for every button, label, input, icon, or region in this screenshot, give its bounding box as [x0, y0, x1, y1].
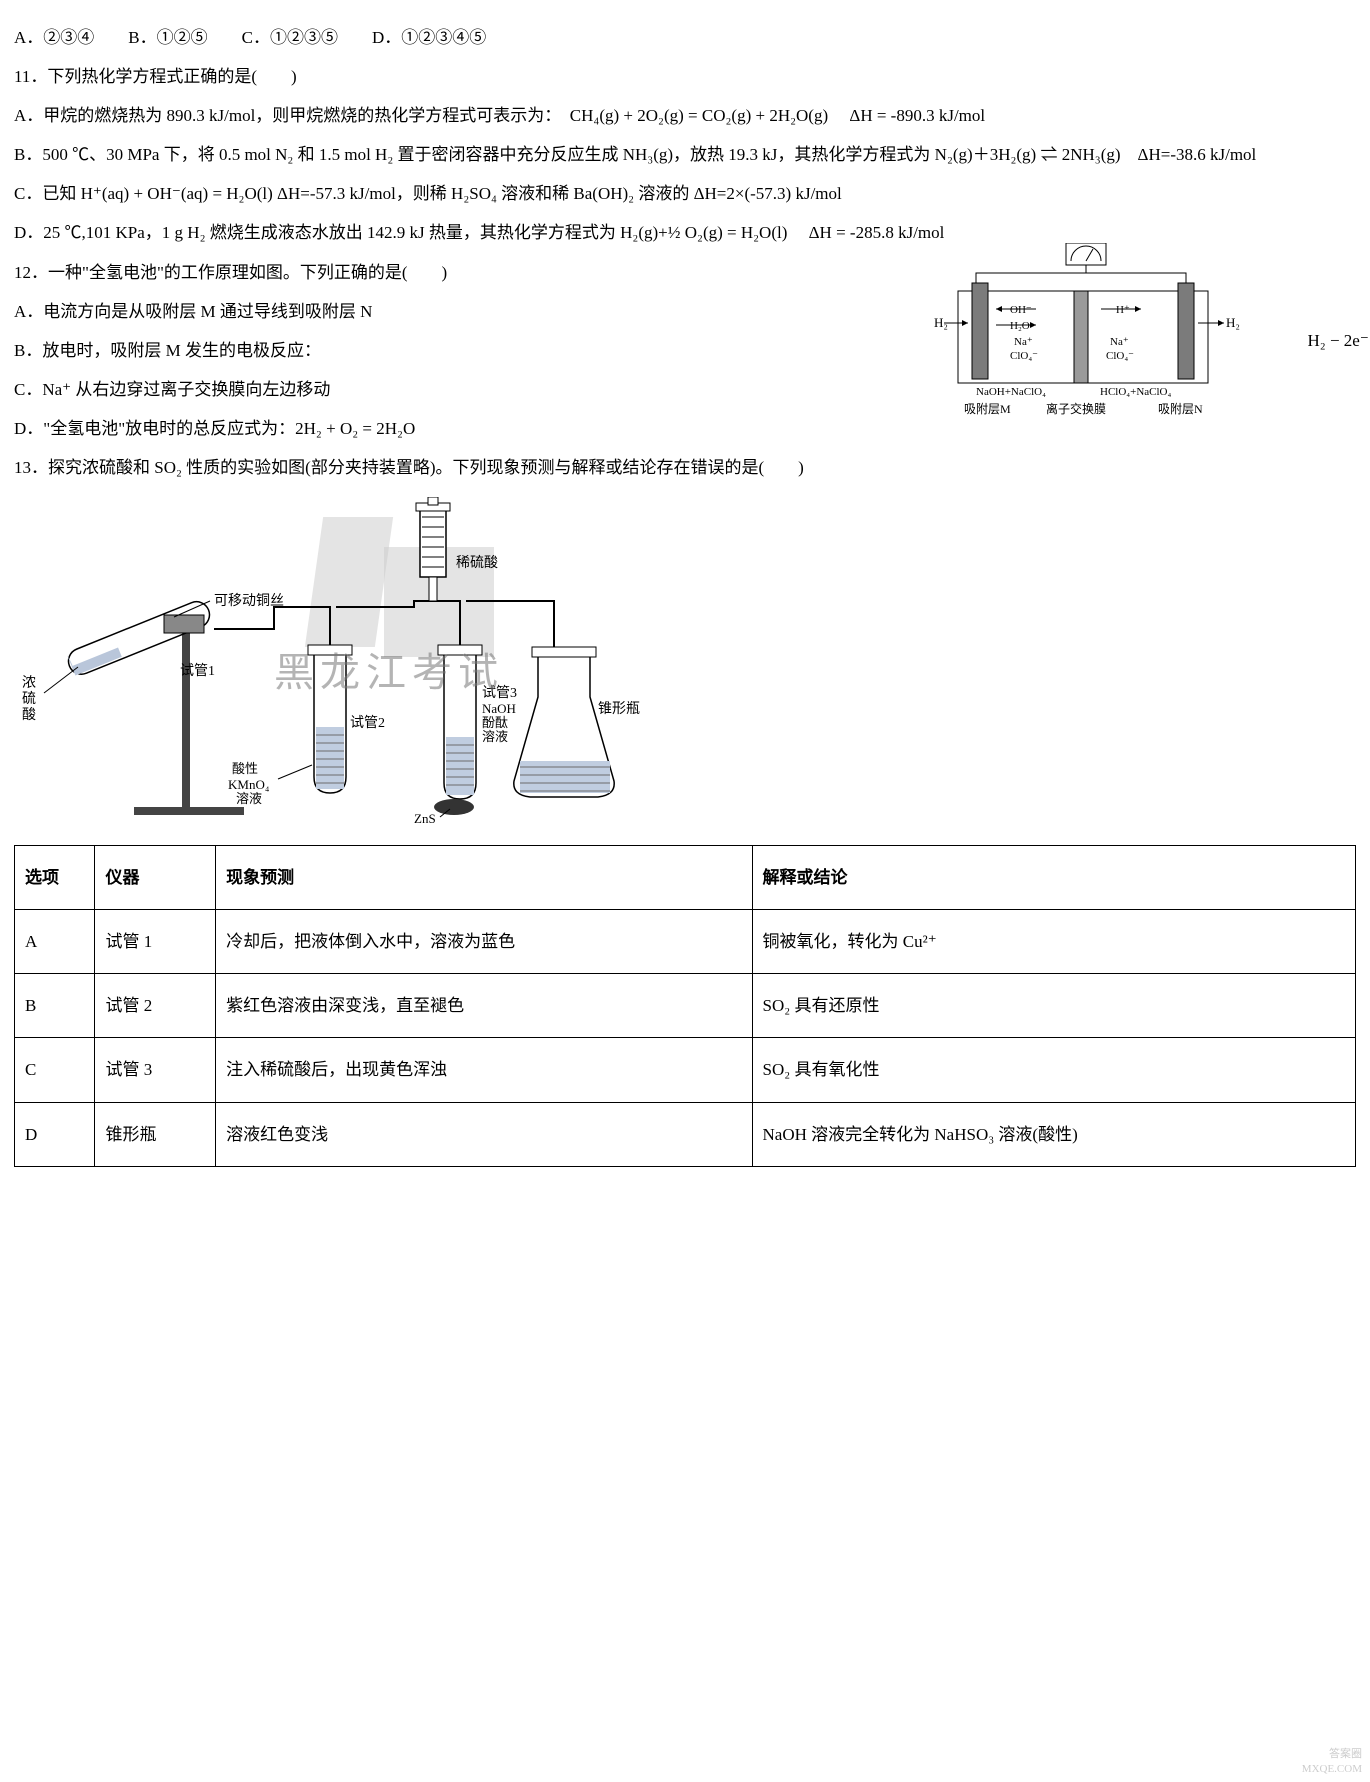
table-row: B 试管 2 紫红色溶液由深变浅，直至褪色 SO₂ 具有还原性 [15, 974, 1356, 1038]
q11-C: C．已知 H⁺(aq) + OH⁻(aq) = H₂O(l) ΔH=-57.3 … [14, 174, 1356, 213]
th-phenomenon: 现象预测 [216, 846, 752, 910]
q13-table: 选项 仪器 现象预测 解释或结论 A 试管 1 冷却后，把液体倒入水中，溶液为蓝… [14, 845, 1356, 1166]
q11-A: A．甲烷的燃烧热为 890.3 kJ/mol，则甲烷燃烧的热化学方程式可表示为：… [14, 96, 1356, 135]
svg-text:HClO₄+NaClO₄: HClO₄+NaClO₄ [1100, 386, 1171, 398]
watermark-text: 黑龙江考试 [274, 627, 504, 719]
membrane-label: 离子交换膜 [1046, 401, 1106, 416]
q10-B: B．①②⑤ [128, 28, 207, 47]
layer-m-label: 吸附层M [964, 402, 1011, 416]
svg-text:酸性: 酸性 [232, 761, 258, 776]
q10-A: A．②③④ [14, 28, 94, 47]
q12-B-eq: H₂ − 2e⁻ + 2OH⁻ = 2H₂O [1308, 321, 1370, 360]
svg-text:H⁺: H⁺ [1116, 304, 1130, 316]
table-row: D 锥形瓶 溶液红色变浅 NaOH 溶液完全转化为 NaHSO₃ 溶液(酸性) [15, 1102, 1356, 1166]
th-option: 选项 [15, 846, 95, 910]
svg-text:OH⁻: OH⁻ [1010, 304, 1032, 316]
svg-text:H₂O: H₂O [1010, 320, 1030, 332]
q13-diagram: 黑龙江考试 可移动铜丝 浓 硫 酸 试管1 [14, 497, 674, 837]
th-conclusion: 解释或结论 [752, 846, 1355, 910]
q11-stem: 11．下列热化学方程式正确的是( ) [14, 57, 1356, 96]
svg-text:酸: 酸 [22, 707, 36, 723]
svg-text:Na⁺: Na⁺ [1014, 336, 1033, 348]
q13-stem: 13．探究浓硫酸和 SO₂ 性质的实验如图(部分夹持装置略)。下列现象预测与解释… [14, 448, 1356, 487]
svg-text:Na⁺: Na⁺ [1110, 336, 1129, 348]
q10-D: D．①②③④⑤ [372, 28, 486, 47]
svg-text:稀硫酸: 稀硫酸 [456, 555, 498, 571]
svg-text:ZnS: ZnS [414, 811, 436, 826]
svg-text:溶液: 溶液 [482, 729, 508, 744]
h2-right-label: H₂ [1226, 315, 1240, 330]
svg-text:锥形瓶: 锥形瓶 [598, 701, 640, 717]
table-row: C 试管 3 注入稀硫酸后，出现黄色浑浊 SO₂ 具有氧化性 [15, 1038, 1356, 1102]
th-apparatus: 仪器 [95, 846, 216, 910]
svg-text:KMnO₄: KMnO₄ [228, 777, 270, 792]
svg-text:硫: 硫 [22, 691, 36, 707]
layer-n-label: 吸附层N [1158, 402, 1203, 416]
q12-diagram: H₂ H₂ OH⁻ H₂O Na⁺ ClO₄⁻ H⁺ Na⁺ ClO₄⁻ NaO… [886, 243, 1316, 423]
svg-text:溶液: 溶液 [236, 791, 262, 806]
svg-text:试管1: 试管1 [180, 663, 215, 679]
q10-C: C．①②③⑤ [242, 28, 338, 47]
table-row: A 试管 1 冷却后，把液体倒入水中，溶液为蓝色 铜被氧化，转化为 Cu²⁺ [15, 910, 1356, 974]
q10-options: A．②③④ B．①②⑤ C．①②③⑤ D．①②③④⑤ [14, 18, 1356, 57]
q11-B: B．500 ℃、30 MPa 下，将 0.5 mol N₂ 和 1.5 mol … [14, 135, 1356, 174]
svg-text:ClO₄⁻: ClO₄⁻ [1010, 350, 1038, 362]
table-header-row: 选项 仪器 现象预测 解释或结论 [15, 846, 1356, 910]
svg-text:浓: 浓 [22, 675, 36, 691]
svg-text:NaOH+NaClO₄: NaOH+NaClO₄ [976, 386, 1046, 398]
footer-watermark: 答案圈 MXQE.COM [1302, 1747, 1362, 1776]
svg-text:ClO₄⁻: ClO₄⁻ [1106, 350, 1134, 362]
